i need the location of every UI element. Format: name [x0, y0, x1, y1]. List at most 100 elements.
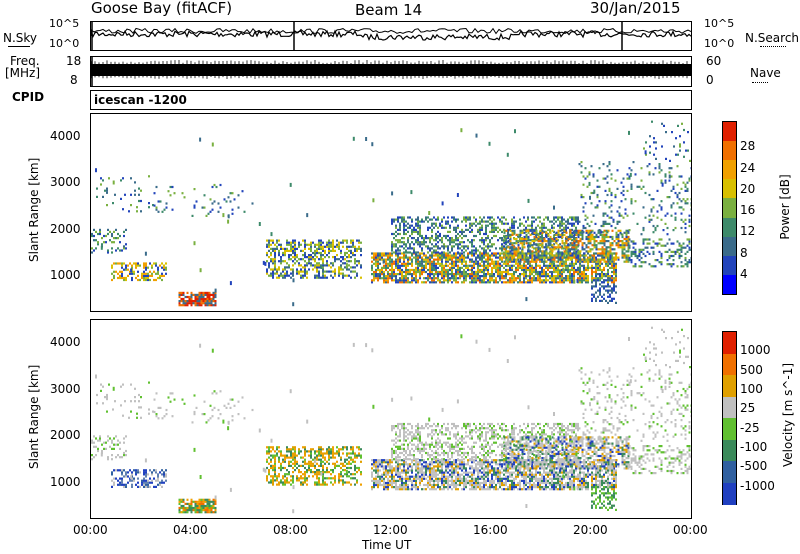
range-cell [155, 208, 158, 211]
range-cell [547, 266, 549, 269]
range-cell [565, 254, 568, 257]
range-cell [573, 233, 576, 236]
range-cell [381, 270, 383, 274]
range-cell [489, 239, 491, 242]
scatter-cell [475, 133, 478, 138]
range-cell [153, 477, 155, 480]
range-cell [613, 273, 615, 276]
range-cell [451, 241, 453, 244]
range-cell [487, 279, 489, 282]
colorbar-tick-label: 12 [740, 224, 756, 239]
range-cell [617, 240, 620, 243]
range-cell [531, 224, 533, 227]
range-cell [595, 279, 597, 282]
range-cell [605, 256, 607, 259]
range-cell [409, 234, 411, 238]
range-cell [491, 222, 493, 225]
range-cell [184, 502, 187, 505]
range-cell [561, 268, 563, 272]
range-cell [439, 232, 441, 236]
range-cell [581, 264, 583, 267]
range-cell [449, 273, 451, 276]
range-cell [139, 471, 141, 474]
range-cell [119, 441, 121, 444]
freq-panel [90, 56, 692, 87]
range-cell [529, 254, 531, 257]
range-cell [666, 263, 669, 266]
range-cell [569, 249, 571, 252]
range-cell [471, 281, 473, 284]
range-cell [503, 216, 505, 219]
range-cell [296, 268, 298, 271]
range-cell [581, 235, 584, 239]
range-cell [586, 222, 589, 225]
range-cell [274, 266, 276, 269]
range-cell [551, 254, 554, 257]
range-cell [288, 471, 290, 474]
range-cell [549, 262, 551, 265]
range-cell [288, 448, 290, 451]
range-cell [173, 192, 176, 195]
range-cell [582, 183, 585, 186]
range-cell [294, 258, 296, 261]
range-cell [461, 262, 463, 265]
range-cell [194, 302, 197, 305]
range-cell [229, 398, 232, 401]
range-cell [577, 231, 580, 234]
range-cell [344, 262, 346, 265]
range-cell [298, 258, 300, 261]
range-cell [212, 291, 215, 294]
range-cell [497, 275, 499, 278]
range-cell [660, 206, 663, 209]
nsky-tick-top: 10^5 [49, 17, 80, 30]
range-cell [634, 265, 637, 268]
range-cell [483, 270, 485, 274]
range-cell [407, 279, 409, 282]
range-cell [272, 274, 274, 277]
nave-dots [752, 82, 768, 83]
range-cell [615, 237, 618, 241]
range-cell [475, 220, 477, 223]
range-cell [148, 408, 150, 411]
range-cell [134, 400, 136, 403]
range-cell [352, 251, 354, 255]
range-cell [322, 268, 324, 271]
range-cell [377, 254, 379, 257]
range-cell [487, 262, 489, 265]
range-cell [465, 273, 467, 276]
range-cell [577, 242, 580, 245]
range-cell [507, 268, 509, 272]
range-cell [119, 469, 121, 472]
range-cell [391, 279, 393, 282]
range-cell [605, 275, 607, 278]
range-cell [537, 275, 539, 278]
range-cell [405, 245, 407, 248]
range-cell [346, 266, 348, 269]
range-cell [443, 277, 445, 280]
range-cell [622, 216, 625, 219]
range-cell [391, 232, 393, 236]
range-cell [547, 244, 550, 247]
range-cell [449, 230, 451, 233]
range-cell [143, 276, 145, 280]
range-cell [401, 216, 403, 219]
range-cell [656, 224, 659, 228]
range-cell [206, 504, 209, 508]
range-cell [180, 511, 183, 514]
scatter-cell [193, 241, 196, 246]
range-cell [642, 206, 645, 209]
range-cell [623, 260, 626, 263]
range-cell [389, 273, 391, 276]
range-cell [417, 220, 419, 223]
range-cell [517, 281, 519, 284]
range-cell [517, 260, 520, 263]
range-cell [567, 266, 569, 269]
range-cell [290, 452, 292, 455]
range-cell [196, 304, 199, 307]
range-cell [427, 220, 429, 223]
power-heatmap [90, 113, 692, 312]
range-cell [274, 264, 276, 267]
range-cell [599, 262, 601, 265]
range-cell [137, 274, 139, 277]
range-cell [601, 240, 604, 243]
